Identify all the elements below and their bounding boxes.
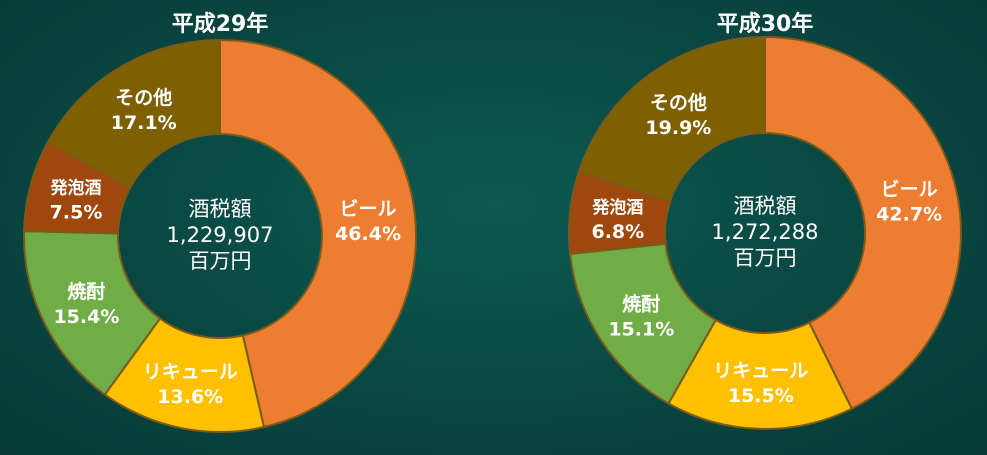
slice-category-label: 焼酎 — [622, 292, 660, 315]
slice-value-label: 42.7% — [876, 203, 942, 225]
chart-heisei-30: 平成30年 ビール 42.7% リキュール 15.5% 焼酎 15.1% 発泡酒 6.8% その… — [545, 0, 987, 455]
center-title: 酒税額 — [188, 197, 252, 221]
slice-value-label: 19.9% — [645, 117, 711, 139]
donut-slice — [46, 38, 221, 189]
slice-category-label: ビール — [340, 198, 397, 220]
donut-slice — [219, 38, 417, 429]
center-value: 1,272,288 — [711, 220, 819, 244]
slice-category-label: ビール — [881, 178, 938, 200]
donut-chart: ビール 42.7% リキュール 15.5% 焼酎 15.1% 発泡酒 6.8% その他 19.9% — [568, 35, 962, 430]
slice-category-label: 発泡酒 — [591, 197, 643, 218]
donut-chart: ビール 46.4% リキュール 13.6% 焼酎 15.4% 発泡酒 7.5% その他 17.1% — [23, 38, 417, 433]
center-title: 酒税額 — [733, 194, 797, 218]
slice-category-label: 発泡酒 — [50, 178, 102, 199]
slice-value-label: 15.5% — [728, 385, 794, 407]
slice-category-label: リキュール — [143, 361, 238, 383]
chart-title: 平成29年 — [171, 12, 269, 37]
donut-slice — [667, 318, 854, 430]
chart-heisei-29: 平成29年 ビール 46.4% リキュール 13.6% 焼酎 15.4% 発泡酒 7.5% その… — [0, 0, 460, 455]
donut-slice — [23, 230, 162, 396]
center-unit: 百万円 — [188, 249, 252, 273]
chart-title: 平成30年 — [716, 12, 814, 37]
slice-category-label: その他 — [650, 91, 707, 114]
slice-category-label: 焼酎 — [67, 280, 105, 303]
slice-value-label: 13.6% — [157, 386, 223, 408]
center-label: 酒税額 1,229,907 百万円 — [130, 196, 310, 274]
slice-category-label: リキュール — [713, 360, 808, 382]
donut-slice — [577, 35, 766, 203]
center-label: 酒税額 1,272,288 百万円 — [675, 193, 855, 271]
slice-value-label: 7.5% — [50, 202, 103, 224]
center-unit: 百万円 — [733, 246, 797, 270]
slice-value-label: 17.1% — [111, 112, 177, 134]
slice-value-label: 46.4% — [335, 223, 401, 245]
slice-category-label: その他 — [115, 86, 172, 109]
donut-slice — [764, 35, 962, 411]
center-value: 1,229,907 — [166, 223, 274, 247]
slice-value-label: 15.1% — [608, 318, 674, 340]
slice-value-label: 6.8% — [591, 221, 644, 243]
slice-value-label: 15.4% — [53, 306, 119, 328]
